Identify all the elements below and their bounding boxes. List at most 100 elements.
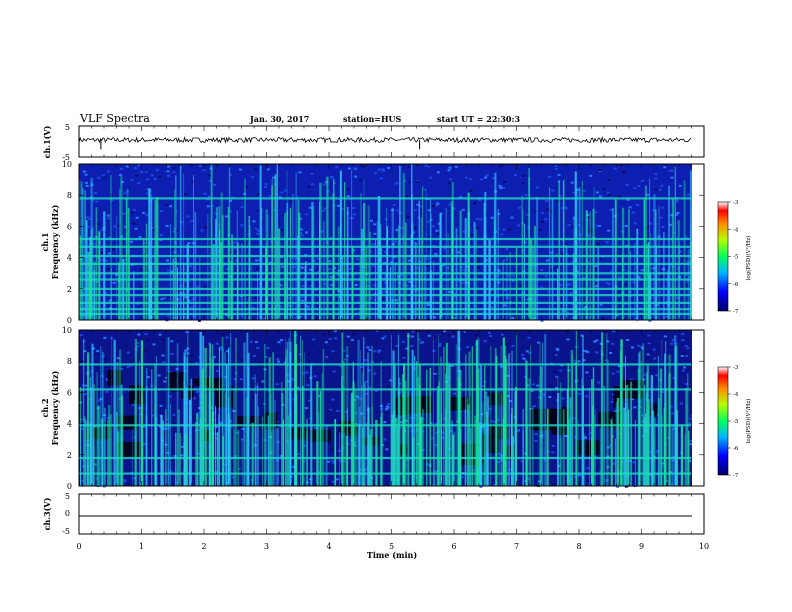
spectrogram-pixel <box>496 418 500 421</box>
spectrogram-sferic <box>440 389 443 486</box>
spectrogram-pixel <box>120 235 124 238</box>
spectrogram-sferic <box>183 380 185 486</box>
spectrogram-pixel <box>521 182 525 185</box>
spectrogram-sferic <box>229 419 231 486</box>
spectrogram-sferic <box>375 420 378 486</box>
spectrogram-sferic <box>386 228 389 320</box>
spectrogram-pixel <box>616 485 620 488</box>
spectrogram-sferic <box>367 352 370 486</box>
spectrogram-pixel <box>301 306 305 309</box>
spectrogram-pixel <box>343 236 347 238</box>
spectrogram-pixel <box>101 174 105 177</box>
spectrogram-pixel <box>460 476 464 479</box>
spectrogram-sferic <box>224 352 226 486</box>
spectrogram-pixel <box>487 369 491 372</box>
time-tick-label: 5 <box>389 542 394 551</box>
spectrogram-pixel <box>261 380 265 383</box>
spectrogram-pixel <box>641 414 645 417</box>
spectrogram-band <box>79 301 691 304</box>
spectrogram-pixel <box>500 454 504 457</box>
spectrogram-pixel <box>256 193 260 196</box>
spectrogram-pixel <box>216 369 220 372</box>
spectrogram-pixel <box>686 347 690 350</box>
spectrogram-sferic <box>268 357 271 486</box>
spectrogram-pixel <box>353 167 357 170</box>
spectrogram-sferic <box>91 227 94 320</box>
spectrogram-pixel <box>552 393 556 396</box>
spectrogram-pixel <box>391 299 395 302</box>
spectrogram-sferic <box>109 414 112 486</box>
spectrogram-pixel <box>233 247 237 250</box>
spectrogram-sferic <box>201 370 204 486</box>
spectrogram-sferic <box>221 215 224 320</box>
spectrogram-sferic <box>257 406 259 486</box>
spectrogram-sferic <box>288 415 289 486</box>
spectrogram-sferic <box>646 374 647 486</box>
spectrogram-sferic <box>616 398 619 486</box>
spectrogram-sferic <box>690 241 693 320</box>
spectrogram-pixel <box>581 186 585 189</box>
spectrogram-pixel <box>594 211 598 214</box>
spectrogram-pixel <box>612 466 616 469</box>
spectrogram-pixel <box>392 203 396 206</box>
spectrogram-pixel <box>305 407 308 410</box>
spectrogram-pixel <box>643 373 647 376</box>
spectrogram-sferic <box>84 190 86 320</box>
spectrogram-pixel <box>113 225 116 228</box>
spectrogram-pixel <box>86 225 90 228</box>
spectrogram-pixel <box>595 285 598 288</box>
spectrogram-pixel <box>631 346 634 349</box>
spectrogram-pixel <box>344 410 348 413</box>
spectrogram-sferic <box>386 208 387 320</box>
spectrogram-pixel <box>237 467 241 470</box>
spectrogram-pixel <box>671 339 675 342</box>
spectrogram-pixel <box>377 350 381 353</box>
spectrogram-pixel <box>416 180 420 183</box>
spectrogram-sferic <box>685 388 688 486</box>
spectrogram-sferic <box>426 369 428 486</box>
spectrogram-sferic <box>402 173 405 320</box>
spectrogram-pixel <box>554 167 558 170</box>
spectrogram-pixel <box>124 228 128 231</box>
spectrogram-pixel <box>390 340 394 343</box>
spectrogram-pixel <box>502 187 506 189</box>
spectrogram-pixel <box>299 217 303 220</box>
spectrogram-pixel <box>79 334 83 337</box>
spectrogram-pixel <box>631 211 635 214</box>
spectrogram-pixel <box>117 412 121 415</box>
spectrogram-pixel <box>330 284 334 287</box>
spectrogram-pixel <box>688 276 692 278</box>
spectrogram-pixel <box>577 223 581 226</box>
spectrogram-pixel <box>566 284 570 286</box>
spectrogram-pixel <box>84 384 87 387</box>
freq-tick-label: 6 <box>67 388 72 397</box>
spectrogram-sferic <box>658 205 660 320</box>
spectrogram-pixel <box>442 264 446 267</box>
spectrogram-sferic <box>674 167 676 320</box>
spectrogram-sferic <box>411 223 414 320</box>
spectrogram-pixel <box>547 290 551 293</box>
spectrogram-pixel <box>560 207 564 210</box>
spectrogram-pixel <box>355 412 358 415</box>
spectrogram-pixel <box>343 358 347 361</box>
spectrogram-pixel <box>424 164 428 167</box>
spectrogram-sferic <box>267 415 269 486</box>
ch2-spectrogram-marks <box>79 330 704 488</box>
spectrogram-sferic <box>533 225 536 320</box>
spectrogram-pixel <box>681 369 685 372</box>
spectrogram-pixel <box>344 392 348 395</box>
spectrogram-pixel <box>447 169 451 172</box>
spectrogram-pixel <box>524 194 528 197</box>
spectrogram-sferic <box>597 246 599 320</box>
spectrogram-sferic <box>332 192 335 320</box>
spectrogram-pixel <box>671 380 675 383</box>
spectrogram-pixel <box>682 352 686 355</box>
spectrogram-pixel <box>541 440 545 443</box>
spectrogram-band <box>79 237 691 241</box>
spectrogram-sferic <box>281 393 284 486</box>
spectrogram-pixel <box>680 402 684 405</box>
spectrogram-sferic <box>542 342 544 486</box>
spectrogram-sferic <box>107 420 109 486</box>
spectrogram-pixel <box>471 469 475 472</box>
spectrogram-pixel <box>283 361 287 364</box>
